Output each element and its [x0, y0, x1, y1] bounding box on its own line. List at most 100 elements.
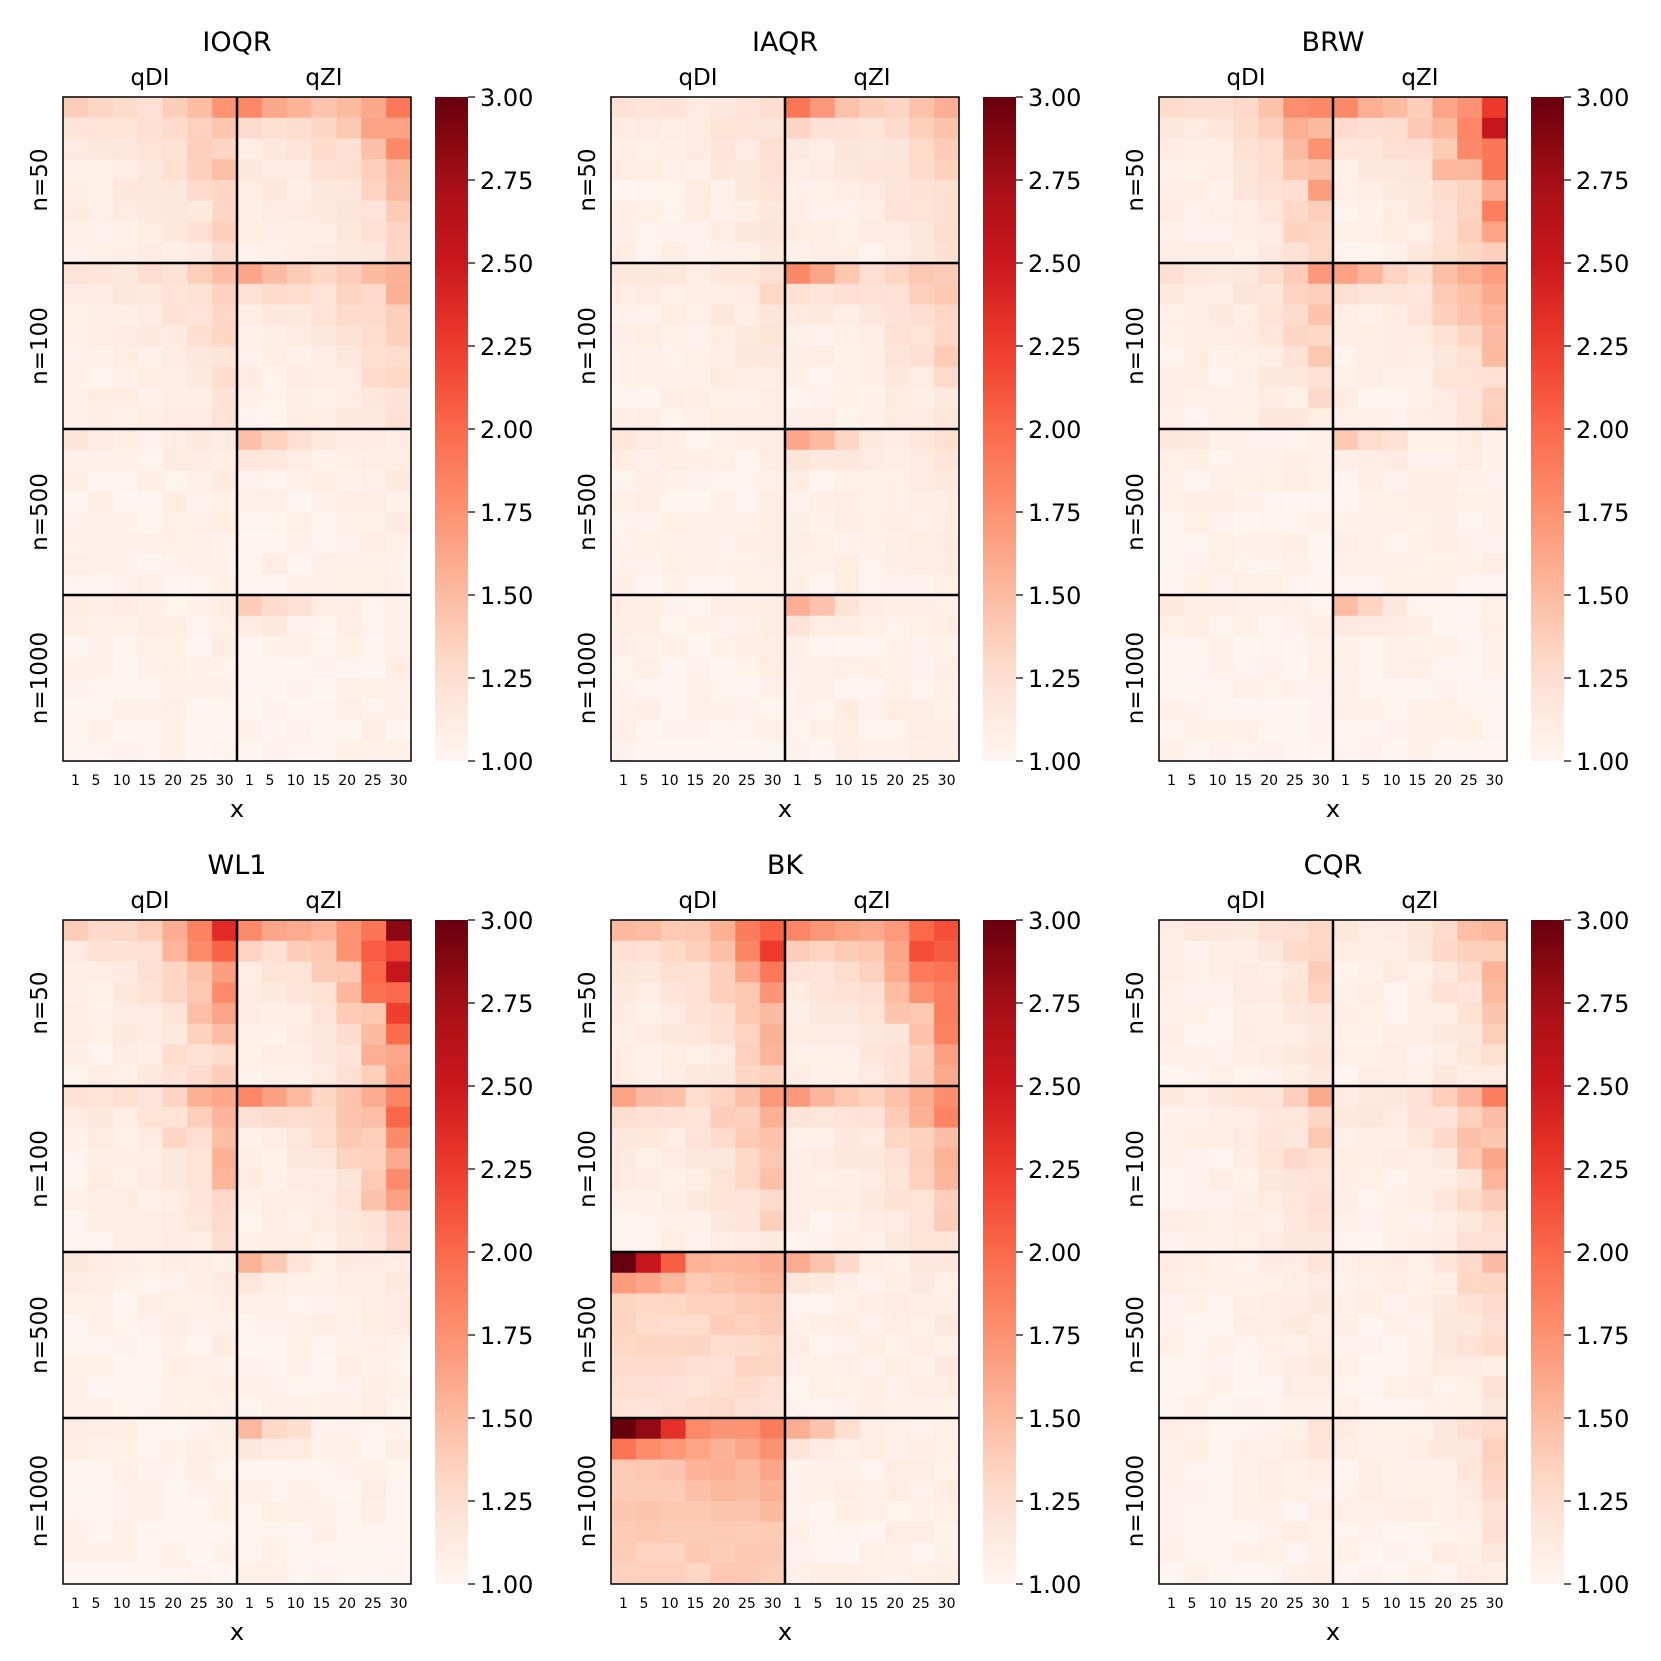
heatmap-cell	[1482, 283, 1508, 306]
heatmap-cell	[237, 1003, 263, 1025]
heatmap-cell	[1432, 97, 1458, 119]
heatmap-cell	[884, 449, 910, 472]
panel-title: BRW	[1302, 27, 1365, 58]
heatmap-cell	[286, 470, 313, 492]
heatmap-cell	[1407, 387, 1434, 409]
heatmap-cell	[1482, 117, 1508, 140]
heatmap-cell	[611, 1169, 637, 1191]
heatmap-cell	[1208, 553, 1235, 575]
heatmap-cell	[1233, 1003, 1260, 1025]
heatmap-cell	[261, 1065, 288, 1087]
heatmap-cell	[934, 1418, 960, 1440]
heatmap-cell	[909, 1418, 935, 1440]
heatmap-cell	[611, 532, 637, 555]
heatmap-cell	[261, 200, 288, 223]
colorbar-tick-label: 1.00	[480, 748, 533, 776]
heatmap-cell	[1283, 346, 1309, 368]
heatmap-cell	[1457, 1542, 1483, 1564]
heatmap-cell	[286, 1418, 313, 1440]
heatmap-cell	[760, 698, 786, 721]
heatmap-cell	[785, 1335, 811, 1357]
heatmap-cell	[809, 304, 836, 326]
heatmap-cell	[386, 1480, 412, 1502]
heatmap-cell	[1308, 636, 1334, 658]
heatmap-cell	[112, 366, 139, 389]
heatmap-cell	[660, 961, 687, 983]
heatmap-cell	[137, 1542, 164, 1564]
heatmap-cell	[760, 1501, 786, 1523]
heatmap-cell	[1407, 491, 1434, 513]
heatmap-cell	[685, 1065, 712, 1087]
heatmap-cell	[735, 346, 761, 368]
heatmap-cell	[760, 615, 786, 638]
heatmap-cell	[834, 1003, 861, 1025]
heatmap-cell	[361, 961, 387, 983]
heatmap-cell	[1183, 470, 1210, 492]
heatmap-cell	[112, 574, 139, 596]
heatmap-cell	[1183, 698, 1210, 721]
heatmap-cell	[1407, 429, 1434, 451]
heatmap-cell	[1258, 1252, 1284, 1274]
heatmap-cell	[137, 1169, 164, 1191]
heatmap-cell	[809, 1003, 836, 1025]
heatmap-cell	[635, 1563, 662, 1585]
row-group-label: n=100	[1123, 1130, 1149, 1208]
heatmap-cell	[685, 553, 712, 575]
heatmap-cell	[386, 1521, 412, 1544]
heatmap-cell	[162, 180, 188, 202]
heatmap-cell	[760, 657, 786, 679]
heatmap-cell	[1382, 1376, 1409, 1398]
heatmap-cell	[1432, 1376, 1458, 1398]
heatmap-cell	[1283, 1314, 1309, 1336]
heatmap-cell	[760, 1003, 786, 1025]
heatmap-cell	[1357, 1086, 1384, 1108]
heatmap-cell	[785, 200, 811, 223]
row-group-label: n=100	[1123, 307, 1149, 385]
heatmap-cell	[1432, 1501, 1458, 1523]
heatmap-cell	[311, 1210, 338, 1232]
heatmap-cell	[611, 1189, 637, 1212]
heatmap-cell	[1283, 657, 1309, 679]
heatmap-cell	[909, 1127, 935, 1149]
heatmap-cell	[834, 920, 861, 942]
heatmap-cell	[1183, 532, 1210, 555]
heatmap-cell	[361, 346, 387, 368]
heatmap-cell	[1333, 1376, 1359, 1398]
heatmap-cell	[63, 1480, 89, 1502]
heatmap-cell	[162, 1106, 188, 1129]
heatmap-cell	[884, 159, 910, 181]
colorbar-tick-label: 1.25	[1028, 1488, 1081, 1516]
heatmap-cell	[735, 1148, 761, 1170]
heatmap-cell	[286, 117, 313, 140]
heatmap-cell	[1208, 470, 1235, 492]
heatmap-cell	[1283, 1106, 1309, 1129]
heatmap-cell	[1183, 1169, 1210, 1191]
heatmap-cell	[87, 698, 114, 721]
heatmap-cell	[187, 304, 213, 326]
heatmap-cell	[1308, 1480, 1334, 1502]
heatmap-cell	[63, 366, 89, 389]
heatmap-cell	[311, 408, 338, 430]
heatmap-cell	[1457, 636, 1483, 658]
heatmap-cell	[1258, 512, 1284, 534]
heatmap-cell	[884, 1210, 910, 1232]
heatmap-cell	[63, 1210, 89, 1232]
heatmap-cell	[1457, 740, 1483, 762]
heatmap-cell	[1183, 263, 1210, 285]
heatmap-cell	[735, 1542, 761, 1564]
heatmap-cell	[611, 159, 637, 181]
x-tick-label: 30	[938, 773, 956, 789]
heatmap-cell	[286, 1542, 313, 1564]
heatmap-cell	[934, 961, 960, 983]
heatmap-cell	[635, 1293, 662, 1315]
heatmap-cell	[735, 636, 761, 658]
colorbar-tick-label: 1.75	[1028, 499, 1081, 527]
heatmap-cell	[1333, 491, 1359, 513]
heatmap-cell	[934, 387, 960, 409]
heatmap-cell	[286, 180, 313, 202]
heatmap-cell	[660, 1023, 687, 1046]
heatmap-cell	[1407, 283, 1434, 306]
heatmap-cell	[311, 1521, 338, 1544]
heatmap-cell	[1283, 1003, 1309, 1025]
heatmap-cell	[1382, 366, 1409, 389]
